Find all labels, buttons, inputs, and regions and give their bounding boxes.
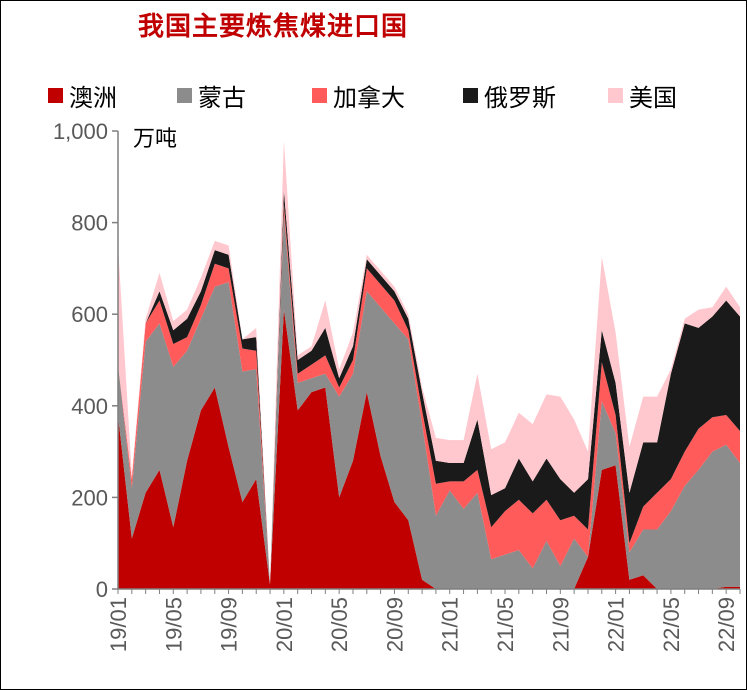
y-tick-label: 0: [96, 577, 108, 602]
chart-title: 我国主要炼焦煤进口国: [138, 12, 409, 42]
y-tick-label: 200: [71, 485, 108, 510]
legend-item: 蒙古: [177, 78, 246, 113]
series-area: [118, 309, 740, 589]
legend-item: 美国: [608, 78, 677, 113]
x-tick-label: 19/09: [217, 597, 242, 652]
legend-swatch: [177, 87, 192, 103]
x-tick-label: 21/09: [548, 597, 573, 652]
legend-swatch: [463, 87, 478, 103]
legend-item: 澳洲: [48, 78, 117, 113]
series-area: [118, 190, 740, 585]
x-tick-label: 19/05: [161, 597, 186, 652]
legend-swatch: [312, 87, 327, 103]
series-area: [118, 204, 740, 585]
series-area: [118, 213, 740, 589]
legend-label: 蒙古: [198, 83, 246, 112]
x-tick-label: 21/05: [493, 597, 518, 652]
x-tick-label: 19/01: [106, 597, 131, 652]
x-tick-label: 22/01: [604, 597, 629, 652]
series-area: [118, 140, 740, 585]
legend-label: 澳洲: [69, 83, 117, 112]
y-tick-label: 1,000: [53, 119, 108, 144]
y-tick-label: 400: [71, 394, 108, 419]
legend-swatch: [48, 87, 63, 103]
legend-item: 俄罗斯: [463, 78, 556, 113]
series-areas: [118, 140, 740, 589]
x-tick-label: 20/05: [327, 597, 352, 652]
x-tick-label: 20/01: [272, 597, 297, 652]
x-tick-label: 21/01: [438, 597, 463, 652]
legend-label: 美国: [629, 83, 677, 112]
legend-swatch: [608, 87, 623, 103]
x-tick-label: 20/09: [382, 597, 407, 652]
legend-label: 加拿大: [333, 83, 405, 112]
y-tick-label: 600: [71, 302, 108, 327]
x-tick-label: 22/09: [714, 597, 739, 652]
legend-item: 加拿大: [312, 78, 405, 113]
legend: 澳洲 蒙古 加拿大 俄罗斯 美国: [48, 78, 677, 113]
y-axis-unit-label: 万吨: [133, 127, 177, 152]
x-tick-label: 22/05: [659, 597, 684, 652]
legend-label: 俄罗斯: [484, 83, 556, 112]
axes: 0 200 400 600 800 1,000 19/01 19/05 19/09 20/01 20…: [53, 119, 741, 652]
y-tick-label: 800: [71, 211, 108, 236]
